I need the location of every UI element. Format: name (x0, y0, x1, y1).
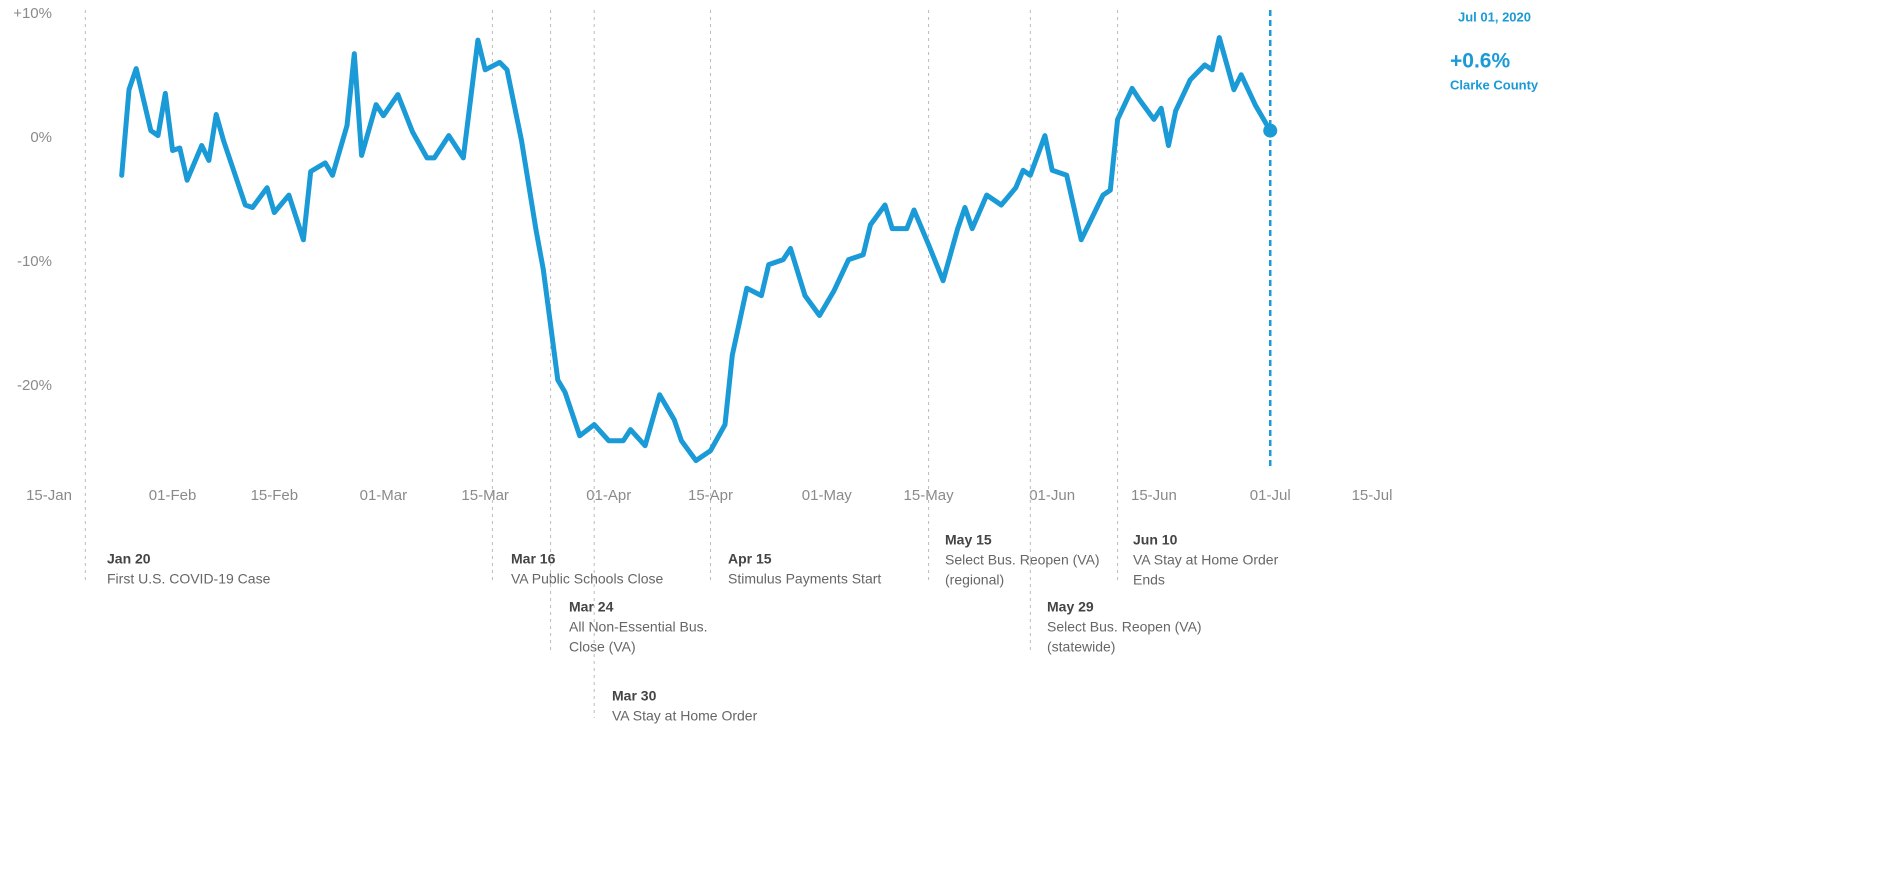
event-text: Ends (1133, 572, 1165, 588)
x-tick-label: 01-May (802, 487, 853, 504)
event-date: Mar 30 (612, 688, 657, 704)
y-tick-label: +10% (13, 5, 52, 22)
event-date: May 29 (1047, 599, 1094, 615)
event-date: Apr 15 (728, 551, 772, 567)
x-tick-label: 15-Feb (251, 487, 299, 504)
event-text: VA Stay at Home Order (612, 708, 758, 724)
event-text: All Non-Essential Bus. (569, 619, 708, 635)
event-date: May 15 (945, 532, 992, 548)
x-tick-label: 15-Jun (1131, 487, 1177, 504)
highlight-value: +0.6% (1450, 50, 1510, 73)
x-tick-label: 01-Feb (149, 487, 197, 504)
event-text: First U.S. COVID-19 Case (107, 571, 271, 587)
event-text: Close (VA) (569, 639, 636, 655)
event-date: Jan 20 (107, 551, 151, 567)
y-tick-label: -10% (17, 253, 52, 270)
event-text: VA Public Schools Close (511, 571, 663, 587)
event-date: Mar 24 (569, 599, 614, 615)
event-text: Select Bus. Reopen (VA) (1047, 619, 1202, 635)
x-tick-label: 01-Mar (360, 487, 408, 504)
highlight-date: Jul 01, 2020 (1458, 9, 1531, 24)
event-text: Stimulus Payments Start (728, 571, 881, 587)
event-text: Select Bus. Reopen (VA) (945, 552, 1100, 568)
x-tick-label: 01-Jun (1029, 487, 1075, 504)
event-date: Mar 16 (511, 551, 556, 567)
event-date: Jun 10 (1133, 532, 1178, 548)
series-line (119, 35, 1273, 464)
y-tick-label: 0% (30, 129, 52, 146)
x-tick-label: 01-Apr (586, 487, 631, 504)
x-tick-label: 15-Mar (461, 487, 509, 504)
event-text: (regional) (945, 572, 1004, 588)
event-text: VA Stay at Home Order (1133, 552, 1279, 568)
y-tick-label: -20% (17, 377, 52, 394)
x-tick-label: 15-Jan (26, 487, 72, 504)
event-text: (statewide) (1047, 639, 1115, 655)
legend-label: Clarke County (1450, 77, 1539, 92)
x-tick-label: 15-Jul (1352, 487, 1393, 504)
x-tick-label: 01-Jul (1250, 487, 1291, 504)
highlight-dot (1263, 123, 1278, 138)
